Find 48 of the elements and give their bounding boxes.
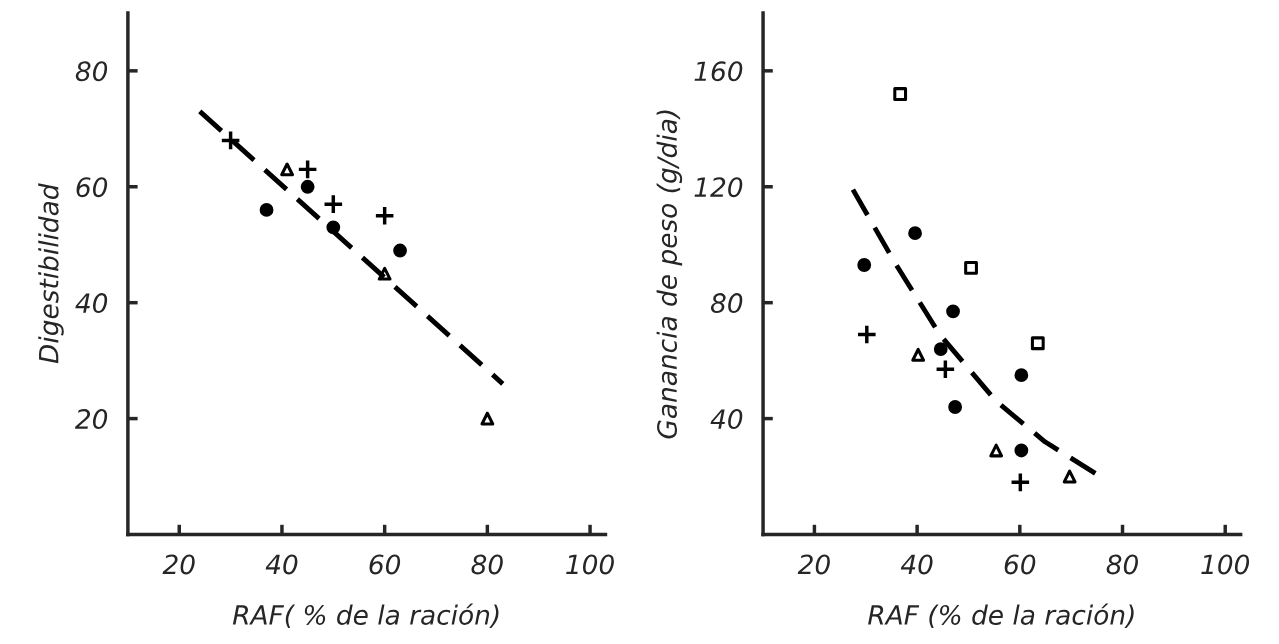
- point: [300, 179, 315, 194]
- y-tick-label: 60: [76, 177, 108, 198]
- x-tick-label: 80: [471, 554, 503, 575]
- x-tick-label: 20: [162, 554, 195, 575]
- x-tick-label: 40: [265, 554, 298, 575]
- y-axis-title: Digestibilidad: [38, 183, 64, 364]
- point: [1009, 471, 1031, 493]
- y-axis-title: Ganancia de peso (g/dia): [656, 110, 683, 439]
- point: [964, 261, 978, 275]
- x-axis-title: RAF( % de la ración): [232, 603, 499, 629]
- x-tick-label: 100: [566, 554, 614, 575]
- point: [1014, 368, 1029, 383]
- point: [893, 87, 908, 101]
- point: [1030, 336, 1045, 351]
- y-tick-label: 40: [710, 409, 743, 429]
- y-tick-label: 120: [694, 177, 743, 198]
- point: [911, 347, 926, 362]
- point: [908, 226, 922, 241]
- x-axis-title: RAF (% de la ración): [868, 603, 1134, 629]
- point: [297, 158, 319, 180]
- point: [220, 129, 242, 151]
- y-tick-label: 20: [74, 409, 108, 429]
- y-tick-label: 80: [75, 61, 108, 82]
- point: [322, 193, 344, 215]
- point: [393, 243, 407, 258]
- point: [934, 358, 956, 380]
- x-tick-label: 60: [369, 554, 401, 575]
- point: [946, 304, 960, 319]
- x-tick-label: 100: [1201, 554, 1250, 575]
- x-tick-label: 80: [1106, 554, 1138, 575]
- point: [1014, 443, 1029, 458]
- point: [948, 400, 963, 414]
- y-tick-label: 160: [694, 61, 743, 82]
- point: [989, 443, 1004, 458]
- x-tick-label: 60: [1004, 554, 1036, 575]
- point: [857, 258, 872, 272]
- point: [374, 205, 396, 227]
- point: [856, 324, 878, 346]
- line-series: [850, 187, 1099, 477]
- y-tick-label: 40: [75, 293, 108, 314]
- point: [280, 162, 294, 177]
- x-tick-label: 40: [900, 554, 933, 575]
- x-tick-label: 20: [797, 554, 830, 575]
- point: [480, 411, 495, 426]
- point: [933, 342, 948, 356]
- point: [259, 203, 274, 217]
- point: [1062, 469, 1077, 484]
- y-tick-label: 80: [710, 293, 743, 314]
